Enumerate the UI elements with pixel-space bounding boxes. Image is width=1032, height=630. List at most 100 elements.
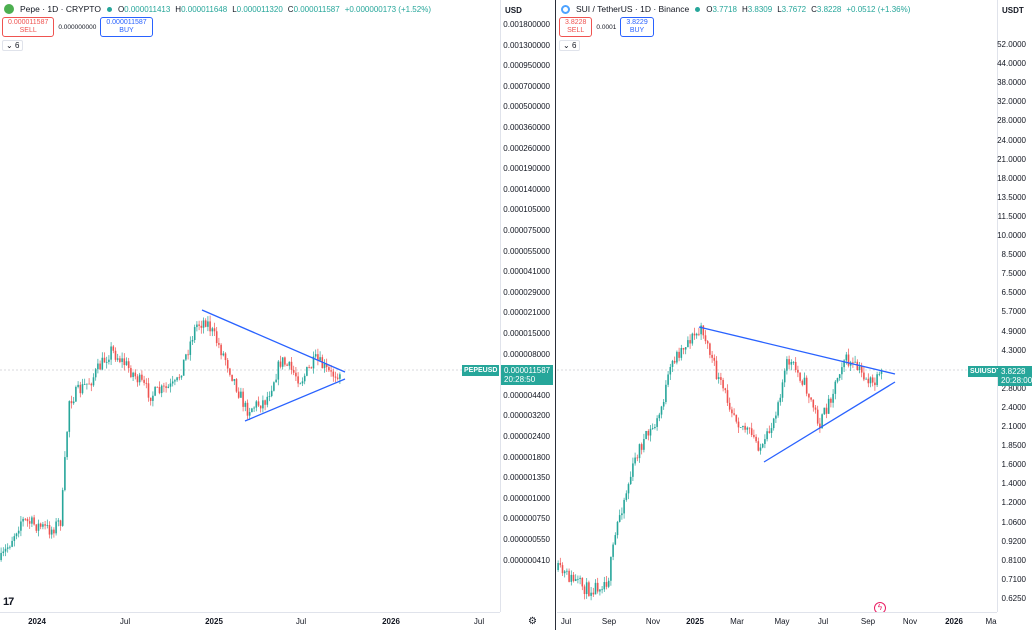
high-value: 3.8309 [747,4,773,14]
candle-body [702,325,705,336]
time-tick-label: May [774,617,790,626]
candle-body [680,347,683,358]
trendline-upper[interactable] [698,326,896,375]
candle-body [629,476,632,485]
candle-body [310,367,313,369]
candle-body [704,335,707,342]
time-axis[interactable]: 2024 Jul 2025 Jul 2026 Jul [0,612,500,630]
buy-button[interactable]: 3.8229 BUY [620,17,654,37]
candle-body [42,524,44,527]
candle-body [229,368,231,375]
settings-gear-icon[interactable]: ⚙ [528,616,537,627]
price-tick-label: 0.000190000 [503,164,550,174]
collapse-indicators-button[interactable]: ⌄ 6 [559,40,581,51]
price-tick-label: 28.0000 [997,116,1026,126]
candle-body [577,578,579,580]
candle-body [105,361,108,363]
candle-body [854,361,856,363]
price-tick-label: 2.1000 [1001,422,1026,431]
candle-body [616,521,619,536]
symbol-legend: SUI / TetherUS · 1D · Binance O3.7718 H3… [561,4,910,14]
candle-body [682,347,685,350]
candle-body [202,320,205,328]
candle-body [123,358,126,366]
candlestick-plot-pepe[interactable] [0,0,500,612]
candle-body [874,382,876,386]
candle-body [638,444,641,459]
candle-body [116,358,119,360]
price-scale[interactable]: USDT 52.0000 44.0000 38.0000 32.0000 28.0000… [997,0,1032,612]
candle-body [270,390,273,397]
candle-body [678,351,680,358]
candle-body [77,384,79,387]
price-tick-label: 7.5000 [1001,269,1026,279]
time-tick-label: Sep [601,617,617,626]
candle-body [865,378,867,380]
tradingview-logo[interactable]: 17 [3,596,14,608]
sell-button[interactable]: 3.8228 SELL [559,17,593,37]
candle-body [830,398,832,403]
chart-pane-pepe[interactable]: Pepe · 1D · CRYPTO O0.000011413 H0.00001… [0,0,556,630]
candle-body [273,382,275,391]
trendline-lower[interactable] [763,381,896,463]
symbol-title[interactable]: SUI / TetherUS · 1D · Binance [576,4,690,14]
candle-body [72,401,75,404]
candle-body [130,368,132,378]
market-open-indicator-icon [695,6,701,12]
candle-body [35,524,38,531]
buy-button[interactable]: 0.000011587 BUY [100,17,153,37]
spread-value: 0.0001 [596,23,617,31]
currency-unit[interactable]: USDT [1002,6,1024,15]
candle-body [698,333,700,335]
candle-body [193,327,196,341]
price-tick-label: 1.8500 [1001,441,1026,451]
candle-body [152,395,154,401]
candle-body [334,376,337,378]
candle-body [783,370,786,383]
candle-body [607,580,610,587]
price-tick-label: 1.4000 [1001,479,1026,489]
collapse-indicators-button[interactable]: ⌄ 6 [2,40,24,51]
candle-body [154,386,156,396]
candle-body [88,383,90,385]
price-tick-label: 0.000000410 [503,555,550,565]
candle-body [226,360,229,369]
candle-body [323,363,326,369]
candle-body [574,579,577,582]
candle-body [588,582,590,596]
candle-body [651,428,654,429]
trendline-lower[interactable] [244,378,346,422]
candle-body [286,364,288,366]
time-tick-label: 2026 [382,617,400,626]
candle-body [563,571,566,574]
currency-unit[interactable]: USD [505,6,522,15]
candle-body [581,577,584,587]
symbol-price-tag: PEPEUSD [462,365,500,376]
candle-body [108,359,110,362]
candle-body [847,354,850,366]
time-tick-label: 2025 [205,617,223,626]
candle-body [200,325,203,328]
candle-body [171,381,174,384]
candle-body [301,381,304,384]
candlestick-plot-sui[interactable] [557,0,997,612]
sell-button[interactable]: 0.000011587 SELL [2,17,55,37]
candle-body [255,401,258,408]
symbol-title[interactable]: Pepe · 1D · CRYPTO [20,4,101,14]
candle-body [213,328,216,332]
price-scale[interactable]: USD 0.001800000 0.001300000 0.000950000 0.0… [500,0,555,612]
candle-body [83,384,86,385]
candle-body [737,421,740,428]
price-tick-label: 0.000001800 [503,452,550,462]
candle-body [757,441,760,451]
trendline-upper[interactable] [201,309,346,373]
price-tick-label: 38.0000 [997,78,1026,88]
chart-pane-sui[interactable]: SUI / TetherUS · 1D · Binance O3.7718 H3… [557,0,1032,630]
candle-body [279,361,282,367]
candle-body [792,361,795,363]
candle-body [878,373,881,375]
price-tick-label: 44.0000 [997,59,1026,69]
candle-body [836,378,839,382]
time-axis[interactable]: Jul Sep Nov 2025 Mar May Jul Sep Nov 2026 Ma [557,612,997,630]
candle-body [94,369,97,378]
